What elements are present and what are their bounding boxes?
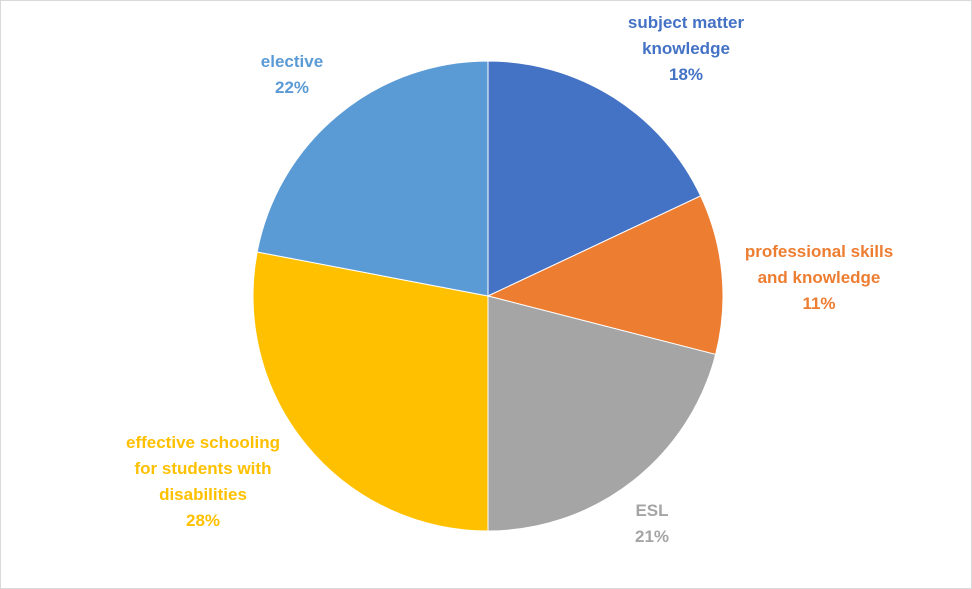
data-label-elective: elective 22% [261, 52, 323, 97]
data-label-esl: ESL 21% [635, 501, 669, 546]
pie-slice-elective [256, 60, 489, 297]
data-label-subject-matter-knowledge: subject matter knowledge 18% [628, 13, 745, 84]
slice-category-label: knowledge [642, 39, 730, 58]
slice-percent-label: 28% [186, 511, 220, 530]
slice-category-label: subject matter [628, 13, 745, 32]
data-label-professional-skills-and-knowledge: professional skills and knowledge 11% [745, 242, 893, 313]
slice-percent-label: 11% [802, 294, 835, 313]
slice-category-label: effective schooling [126, 433, 280, 452]
pie-slice-subject-matter-knowledge [487, 60, 702, 297]
pie-slice-professional-skills-and-knowledge [486, 195, 724, 356]
slice-category-label: ESL [635, 501, 668, 520]
slice-percent-label: 22% [275, 78, 309, 97]
slice-category-label: and knowledge [758, 268, 881, 287]
slice-category-label: elective [261, 52, 323, 71]
slice-category-label: disabilities [159, 485, 247, 504]
pie-slice-effective-schooling-for-students-with-disabilities [252, 251, 489, 532]
data-label-effective-schooling-for-students-with-disabilities: effective schooling for students with disa… [126, 433, 280, 530]
slice-category-label: professional skills [745, 242, 893, 261]
slice-category-label: for students with [135, 459, 272, 478]
pie-slice-esl [487, 295, 717, 532]
slice-percent-label: 21% [635, 527, 669, 546]
slice-percent-label: 18% [669, 65, 703, 84]
